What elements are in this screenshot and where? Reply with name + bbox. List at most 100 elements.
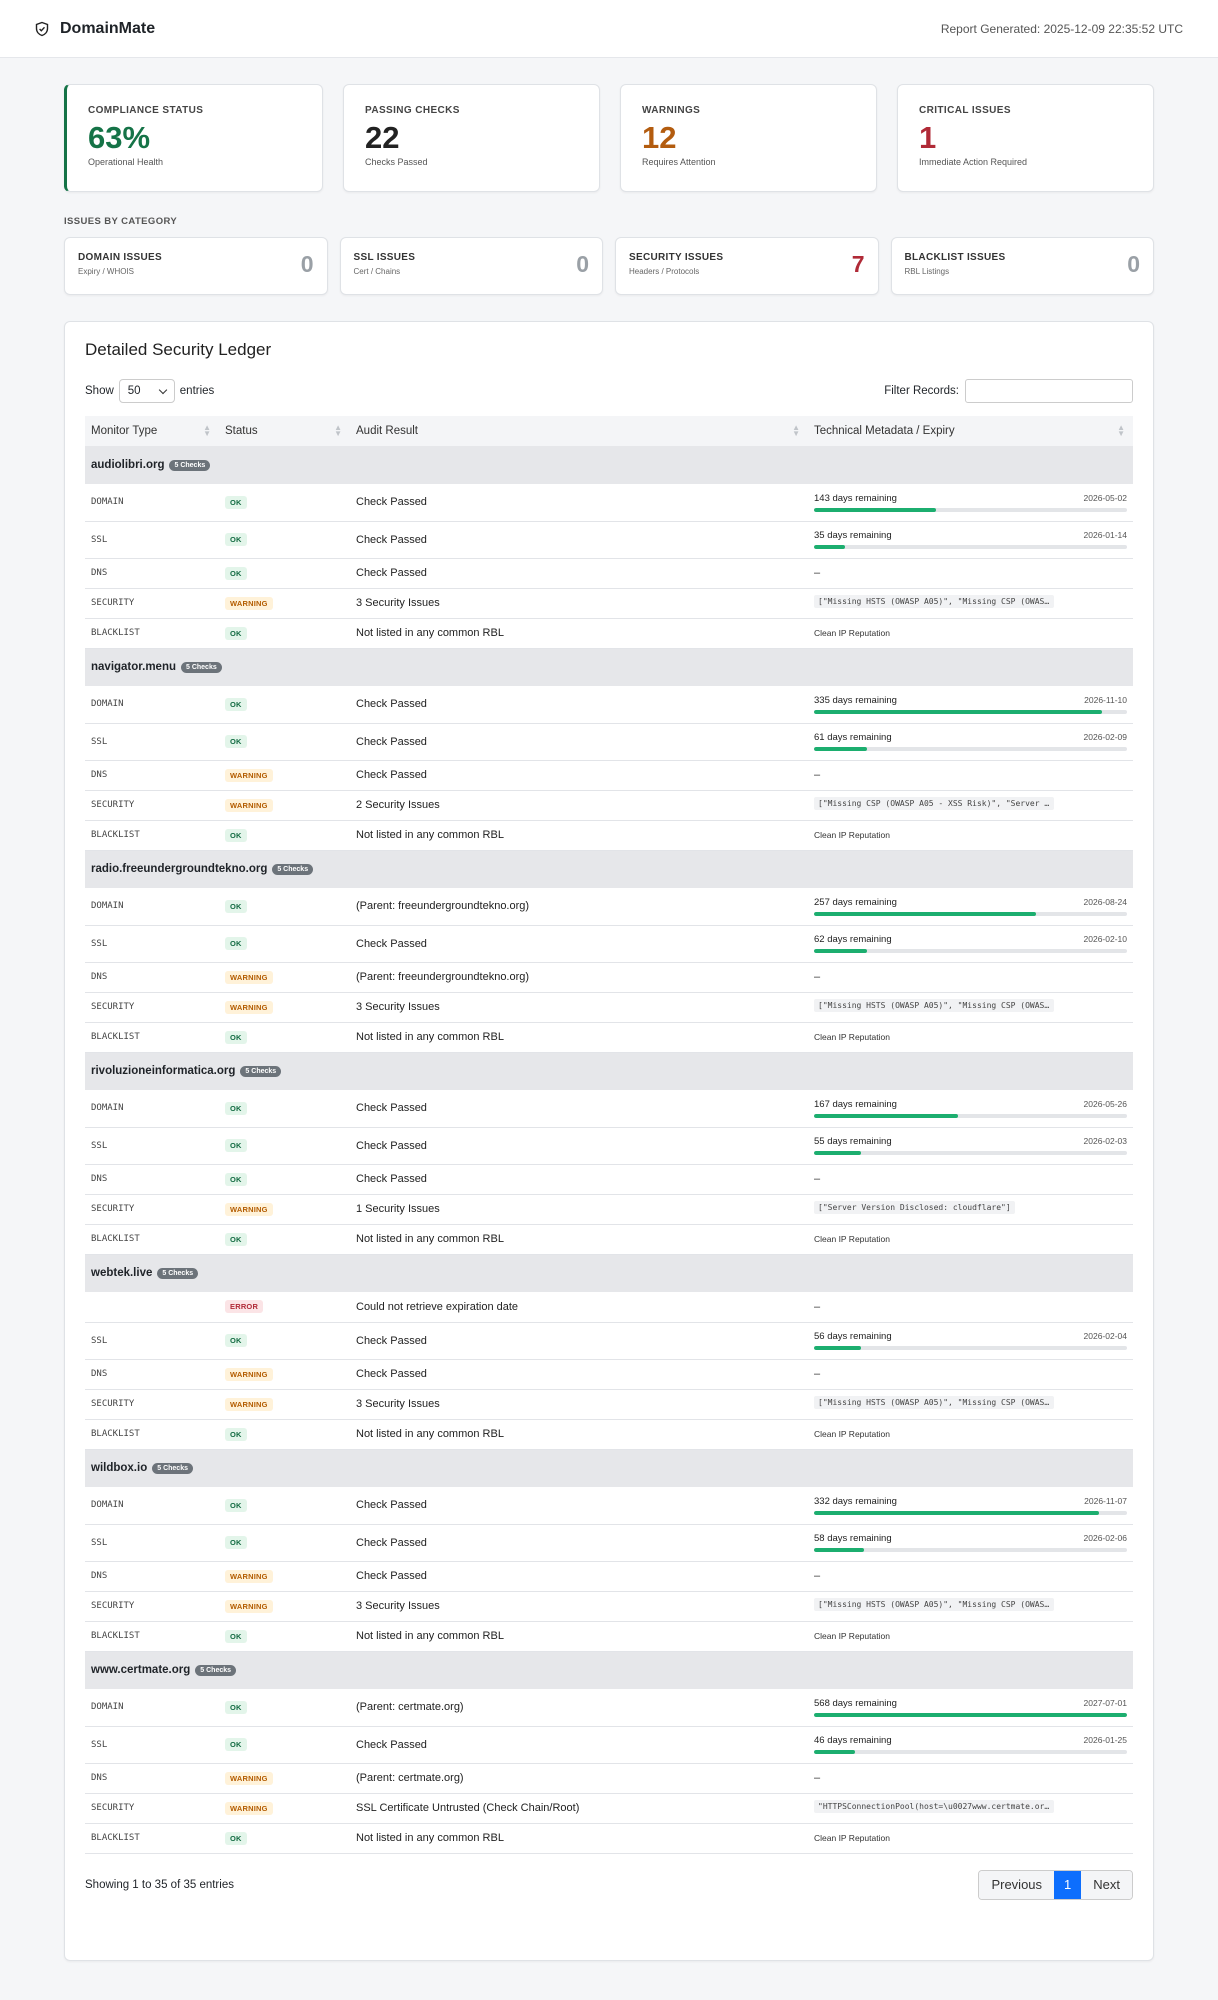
ledger-title: Detailed Security Ledger — [85, 340, 272, 359]
monitor-type: SECURITY — [85, 588, 219, 619]
issues-code: ["Missing CSP (OWASP A05 - XSS Risk)", "… — [814, 797, 1054, 810]
status-badge: WARNING — [225, 1000, 273, 1014]
audit-result: Check Passed — [350, 1090, 808, 1128]
days-remaining: 257 days remaining — [814, 896, 897, 908]
checks-badge: 5 Checks — [195, 1665, 237, 1677]
table-row: BLACKLIST OK Not listed in any common RBL C… — [85, 1621, 1133, 1652]
category-count: 0 — [1127, 251, 1140, 277]
status-cell: WARNING — [219, 962, 350, 993]
audit-result: 2 Security Issues — [350, 790, 808, 821]
monitor-type: SSL — [85, 1726, 219, 1764]
metadata-cell: Clean IP Reputation — [808, 1419, 1133, 1450]
status-badge: WARNING — [225, 596, 273, 610]
monitor-type: DOMAIN — [85, 484, 219, 522]
metadata-cell: – — [808, 1561, 1133, 1592]
monitor-type: SECURITY — [85, 1591, 219, 1622]
days-remaining: 143 days remaining — [814, 492, 897, 504]
group-domain: rivoluzioneinformatica.org — [91, 1065, 236, 1078]
metadata-cell: ["Missing HSTS (OWASP A05)", "Missing CS… — [808, 1389, 1133, 1420]
metadata-cell: Clean IP Reputation — [808, 1621, 1133, 1652]
audit-result: (Parent: certmate.org) — [350, 1763, 808, 1794]
status-badge: WARNING — [225, 1569, 273, 1583]
monitor-type: DOMAIN — [85, 1090, 219, 1128]
expiry-progress-fill — [814, 911, 1037, 916]
filter-label: Filter Records: — [884, 385, 959, 397]
table-row: DNS WARNING (Parent: certmate.org) – — [85, 1763, 1133, 1794]
audit-result: Not listed in any common RBL — [350, 820, 808, 851]
next-button[interactable]: Next — [1081, 1870, 1132, 1899]
metadata-empty: – — [814, 971, 821, 983]
status-badge: WARNING — [225, 1771, 273, 1785]
status-badge: OK — [225, 1738, 247, 1751]
days-remaining: 62 days remaining — [814, 934, 892, 945]
expiry-progress-fill — [814, 1510, 1099, 1515]
status-badge: OK — [225, 1629, 247, 1643]
table-row: SSL OK Check Passed 35 days remaining 2026-0… — [85, 521, 1133, 559]
group-cell: wildbox.io 5 Checks — [85, 1449, 1133, 1487]
col-audit-result[interactable]: Audit Result ▲ ▼ — [350, 416, 808, 446]
metadata-cell: ["Missing HSTS (OWASP A05)", "Missing CS… — [808, 992, 1133, 1023]
expiry: 335 days remaining 2026-11-10 — [814, 695, 1127, 714]
metadata-cell: – — [808, 1292, 1133, 1323]
entries-select[interactable]: 50 — [118, 379, 175, 403]
status-badge: OK — [225, 495, 247, 509]
monitor-type: SSL — [85, 925, 219, 963]
status-cell: OK — [219, 1419, 350, 1450]
days-remaining: 167 days remaining — [814, 1098, 897, 1110]
audit-result: Check Passed — [350, 925, 808, 963]
showing-info: Showing 1 to 35 of 35 entries — [85, 1878, 234, 1891]
category-card: SECURITY ISSUES Headers / Protocols 7 — [615, 237, 879, 295]
sort-icon: ▲ ▼ — [334, 423, 342, 438]
expiry-date: 2026-02-10 — [1083, 934, 1127, 944]
brand[interactable]: DomainMate — [34, 20, 155, 38]
status-cell: OK — [219, 1823, 350, 1854]
pagination: Previous 1 Next — [978, 1869, 1133, 1900]
kpi-label: CRITICAL ISSUES — [919, 105, 1011, 116]
monitor-type: SSL — [85, 1322, 219, 1360]
status-badge: OK — [225, 735, 247, 748]
expiry-top: 56 days remaining 2026-02-04 — [814, 1331, 1127, 1342]
status-cell: WARNING — [219, 1561, 350, 1592]
filter: Filter Records: — [884, 379, 1133, 403]
col-status[interactable]: Status ▲ ▼ — [219, 416, 350, 446]
table-row: SECURITY WARNING 3 Security Issues ["Missin… — [85, 588, 1133, 619]
table-row: ERROR Could not retrieve expiration date – — [85, 1292, 1133, 1323]
status-badge: OK — [225, 1172, 247, 1186]
days-remaining: 332 days remaining — [814, 1495, 897, 1507]
issues-code: ["Missing HSTS (OWASP A05)", "Missing CS… — [814, 1598, 1054, 1611]
status-cell: ERROR — [219, 1292, 350, 1323]
col-monitor-type[interactable]: Monitor Type ▲ ▼ — [85, 416, 219, 446]
audit-result: Check Passed — [350, 1164, 808, 1195]
reputation: Clean IP Reputation — [814, 1631, 890, 1641]
expiry-progress — [814, 747, 1127, 751]
status-badge: WARNING — [225, 1397, 273, 1411]
category-sub: Headers / Protocols — [629, 267, 700, 276]
status-cell: OK — [219, 1090, 350, 1128]
group-domain: webtek.live — [91, 1267, 153, 1280]
chevron-down-icon — [158, 385, 168, 394]
status-cell: OK — [219, 1022, 350, 1053]
status-cell: OK — [219, 1726, 350, 1764]
page-1-button[interactable]: 1 — [1054, 1870, 1082, 1899]
audit-result: Check Passed — [350, 723, 808, 761]
audit-result: (Parent: certmate.org) — [350, 1689, 808, 1727]
status-cell: OK — [219, 1127, 350, 1165]
prev-button[interactable]: Previous — [979, 1870, 1055, 1899]
kpi-sub: Checks Passed — [365, 157, 428, 167]
reputation: Clean IP Reputation — [814, 1833, 890, 1843]
audit-result: 3 Security Issues — [350, 588, 808, 619]
table-row: DOMAIN OK Check Passed 167 days remaining 20… — [85, 1090, 1133, 1128]
group-cell: audiolibri.org 5 Checks — [85, 446, 1133, 484]
metadata-cell: 55 days remaining 2026-02-03 — [808, 1127, 1133, 1165]
table-footer: Showing 1 to 35 of 35 entries Previous 1… — [85, 1869, 1133, 1900]
filter-input[interactable] — [965, 379, 1133, 403]
category-card: SSL ISSUES Cert / Chains 0 — [339, 237, 603, 295]
audit-result: Not listed in any common RBL — [350, 1823, 808, 1854]
kpi-value: 12 — [642, 120, 677, 155]
table-row: SECURITY WARNING 3 Security Issues ["Missin… — [85, 1591, 1133, 1622]
table-row: DOMAIN OK (Parent: freeundergroundtekno.or… — [85, 888, 1133, 926]
status-badge: ERROR — [225, 1300, 264, 1314]
metadata-cell: ["Missing HSTS (OWASP A05)", "Missing CS… — [808, 588, 1133, 619]
col-metadata[interactable]: Technical Metadata / Expiry ▲ ▼ — [808, 416, 1133, 446]
status-cell: OK — [219, 888, 350, 926]
